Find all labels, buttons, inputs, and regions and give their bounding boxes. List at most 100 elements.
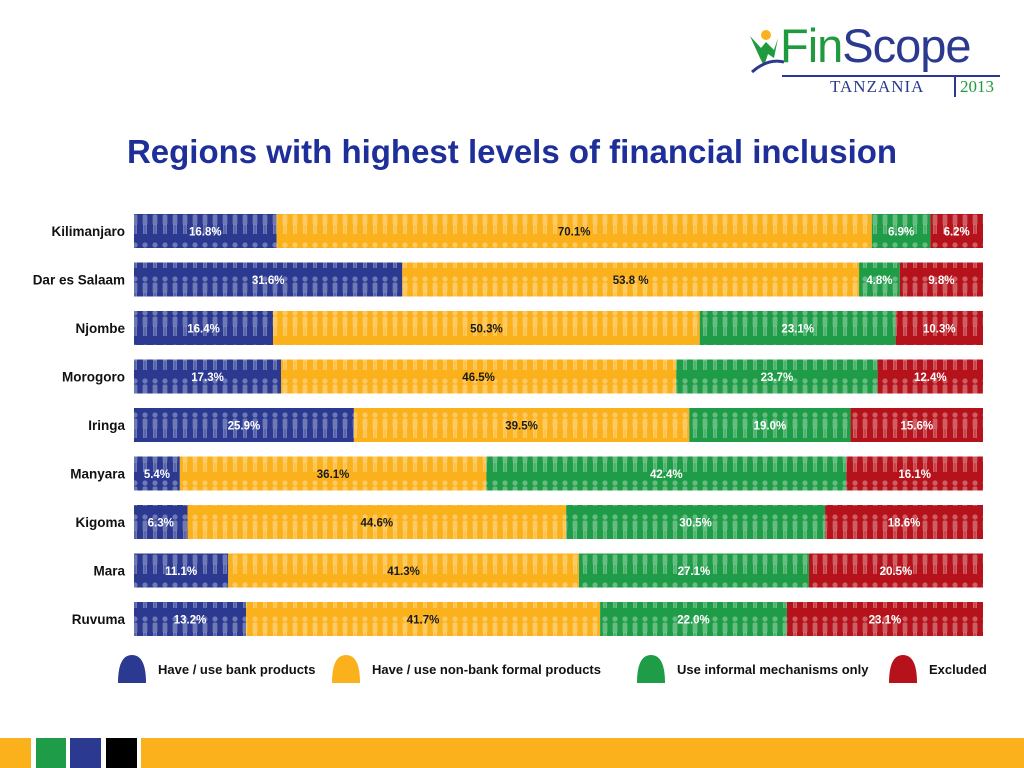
bar-mara-have-use-bank-products-pattern: [134, 553, 229, 588]
data-label-ruvuma-excluded: 23.1%: [869, 615, 902, 627]
bar-dar-es-salaam-excluded-pattern: [899, 262, 983, 297]
bar-kilimanjaro-excluded-pattern: [930, 214, 983, 248]
data-label-mara-have-use-bank-products: 11.1%: [165, 566, 197, 578]
bar-kilimanjaro-have-use-non-bank-formal-products-pattern: [276, 214, 872, 248]
bar-iringa-have-use-bank-products-pattern: [134, 408, 354, 442]
data-label-iringa-excluded: 15.6%: [900, 421, 933, 433]
finscope-logo: FinScope TANZANIA 2013: [744, 19, 1006, 98]
category-label-morogoro: Morogoro: [62, 370, 125, 385]
bar-dar-es-salaam-have-use-bank-products-pattern: [134, 262, 403, 297]
bar-ruvuma-have-use-non-bank-formal-products-pattern: [246, 602, 601, 636]
bar-iringa-use-informal-mechanisms-only-pattern: [689, 408, 851, 442]
logo-country: TANZANIA: [830, 77, 925, 96]
bar-kilimanjaro-use-informal-mechanisms-only-pattern: [871, 214, 931, 248]
logo-year: 2013: [954, 77, 994, 97]
category-label-dar-es-salaam: Dar es Salaam: [33, 273, 125, 288]
bar-njombe-have-use-bank-products-pattern: [134, 311, 274, 345]
data-label-kigoma-have-use-bank-products: 6.3%: [148, 518, 174, 530]
bar-mara-have-use-non-bank-formal-products-pattern: [228, 553, 579, 588]
bar-mara-use-informal-mechanisms-only-pattern: [578, 553, 809, 588]
data-label-iringa-use-informal-mechanisms-only: 19.0%: [754, 421, 787, 433]
bar-njombe-use-informal-mechanisms-only-pattern: [699, 311, 896, 345]
data-label-kilimanjaro-use-informal-mechanisms-only: 6.9%: [888, 227, 914, 239]
logo-scope: Scope: [842, 19, 971, 72]
bar-manyara-excluded-pattern: [846, 456, 983, 491]
strip-yellow-left: [0, 738, 31, 768]
category-label-ruvuma: Ruvuma: [72, 612, 126, 627]
bar-dar-es-salaam-use-informal-mechanisms-only-pattern: [859, 262, 900, 297]
legend-label-have-use-bank-products: Have / use bank products: [158, 662, 316, 677]
data-label-morogoro-have-use-non-bank-formal-products: 46.5%: [462, 372, 495, 384]
bar-ruvuma-use-informal-mechanisms-only-pattern: [600, 602, 787, 636]
chart-title: Regions with highest levels of financial…: [126, 133, 898, 170]
bar-morogoro-excluded-pattern: [877, 359, 983, 394]
data-label-dar-es-salaam-use-informal-mechanisms-only: 4.8%: [866, 275, 892, 287]
logo-rule: [782, 75, 1000, 77]
data-label-kilimanjaro-excluded: 6.2%: [944, 227, 970, 239]
data-label-dar-es-salaam-have-use-bank-products: 31.6%: [252, 275, 285, 287]
bar-kilimanjaro-have-use-bank-products-pattern: [134, 214, 277, 248]
data-label-mara-have-use-non-bank-formal-products: 41.3%: [387, 566, 420, 578]
bar-manyara-have-use-non-bank-formal-products-pattern: [179, 456, 487, 491]
data-label-kigoma-have-use-non-bank-formal-products: 44.6%: [361, 518, 394, 530]
bar-dar-es-salaam-have-use-non-bank-formal-products-pattern: [402, 262, 860, 297]
bar-iringa-excluded-pattern: [850, 408, 983, 442]
bottom-color-strip: [0, 738, 1024, 768]
category-label-njombe: Njombe: [75, 321, 125, 336]
legend-label-use-informal-mechanisms-only: Use informal mechanisms only: [677, 662, 869, 677]
bar-kigoma-excluded-pattern: [825, 505, 983, 539]
finscope-figure-icon: [750, 30, 784, 74]
bar-ruvuma-excluded-pattern: [786, 602, 983, 636]
data-label-manyara-excluded: 16.1%: [898, 469, 931, 481]
data-label-morogoro-use-informal-mechanisms-only: 23.7%: [761, 372, 794, 384]
strip-blue-block: [70, 738, 101, 768]
data-label-dar-es-salaam-have-use-non-bank-formal-products: 53.8 %: [613, 275, 649, 287]
data-label-manyara-have-use-non-bank-formal-products: 36.1%: [317, 469, 350, 481]
data-label-mara-use-informal-mechanisms-only: 27.1%: [678, 566, 711, 578]
bar-iringa-have-use-non-bank-formal-products-pattern: [353, 408, 690, 442]
bar-kigoma-have-use-bank-products-pattern: [134, 505, 188, 539]
data-label-kilimanjaro-have-use-bank-products: 16.8%: [189, 227, 222, 239]
data-label-njombe-use-informal-mechanisms-only: 23.1%: [781, 324, 814, 336]
legend-swatch-have-use-non-bank-formal-products: [332, 655, 360, 683]
bar-morogoro-have-use-bank-products-pattern: [134, 359, 282, 394]
data-label-njombe-have-use-bank-products: 16.4%: [187, 324, 220, 336]
bar-morogoro-have-use-non-bank-formal-products-pattern: [281, 359, 677, 394]
data-label-kigoma-use-informal-mechanisms-only: 30.5%: [679, 518, 712, 530]
finscope-wordmark: FinScope: [780, 19, 972, 72]
bar-manyara-use-informal-mechanisms-only-pattern: [486, 456, 847, 491]
data-label-njombe-excluded: 10.3%: [923, 324, 956, 336]
legend-swatch-excluded: [889, 655, 917, 683]
bar-kigoma-have-use-non-bank-formal-products-pattern: [187, 505, 567, 539]
data-label-morogoro-have-use-bank-products: 17.3%: [191, 372, 224, 384]
data-label-dar-es-salaam-excluded: 9.8%: [928, 275, 954, 287]
bar-njombe-excluded-pattern: [895, 311, 983, 345]
data-label-manyara-have-use-bank-products: 5.4%: [144, 469, 170, 481]
category-label-kigoma: Kigoma: [75, 515, 125, 530]
data-label-morogoro-excluded: 12.4%: [914, 372, 947, 384]
legend-label-have-use-non-bank-formal-products: Have / use non-bank formal products: [372, 662, 601, 677]
category-label-mara: Mara: [93, 564, 125, 579]
data-label-manyara-use-informal-mechanisms-only: 42.4%: [650, 469, 683, 481]
category-label-iringa: Iringa: [88, 418, 125, 433]
data-label-njombe-have-use-non-bank-formal-products: 50.3%: [470, 324, 503, 336]
category-label-manyara: Manyara: [70, 467, 125, 482]
logo-fin: Fin: [780, 19, 843, 72]
data-label-kilimanjaro-have-use-non-bank-formal-products: 70.1%: [558, 227, 591, 239]
strip-black-block: [106, 738, 137, 768]
bar-kigoma-use-informal-mechanisms-only-pattern: [566, 505, 826, 539]
category-label-kilimanjaro: Kilimanjaro: [51, 224, 125, 239]
bar-mara-excluded-pattern: [808, 553, 983, 588]
data-label-ruvuma-use-informal-mechanisms-only: 22.0%: [677, 615, 710, 627]
data-label-iringa-have-use-bank-products: 25.9%: [228, 421, 261, 433]
data-label-ruvuma-have-use-non-bank-formal-products: 41.7%: [407, 615, 440, 627]
data-label-mara-excluded: 20.5%: [880, 566, 913, 578]
stacked-bar-chart: Kilimanjaro 16.8% 70.1% 6.9% 6.2% Dar es Sala…: [33, 214, 987, 683]
data-label-iringa-have-use-non-bank-formal-products: 39.5%: [505, 421, 538, 433]
data-label-kigoma-excluded: 18.6%: [888, 518, 921, 530]
legend-label-excluded: Excluded: [929, 662, 987, 677]
bar-ruvuma-have-use-bank-products-pattern: [134, 602, 247, 636]
strip-green-block: [36, 738, 66, 768]
legend-swatch-have-use-bank-products: [118, 655, 146, 683]
bar-njombe-have-use-non-bank-formal-products-pattern: [273, 311, 700, 345]
